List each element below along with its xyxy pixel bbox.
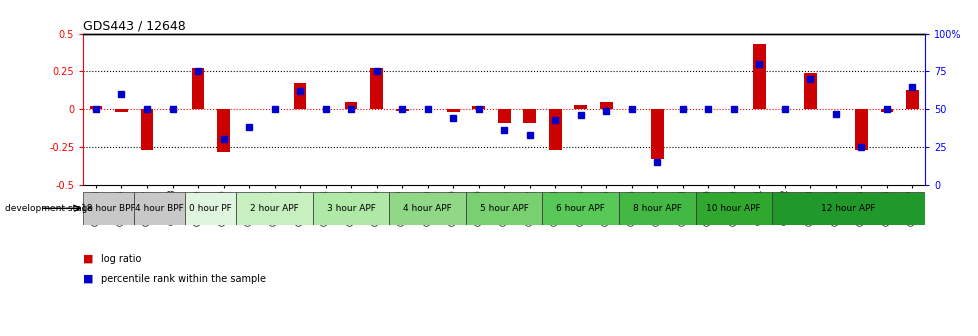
Bar: [471, 106, 484, 109]
Text: 4 hour BPF: 4 hour BPF: [135, 204, 184, 213]
Bar: [549, 109, 561, 150]
Bar: [905, 89, 917, 109]
Bar: [618, 192, 694, 225]
Bar: [370, 69, 382, 109]
Bar: [600, 101, 612, 109]
Bar: [879, 109, 892, 112]
Text: ■: ■: [83, 274, 94, 284]
Text: 2 hour APF: 2 hour APF: [250, 204, 298, 213]
Bar: [293, 83, 306, 109]
Bar: [141, 109, 154, 150]
Bar: [497, 109, 511, 123]
Text: 8 hour APF: 8 hour APF: [632, 204, 681, 213]
Bar: [83, 192, 134, 225]
Text: development stage: development stage: [5, 204, 93, 213]
Bar: [313, 192, 389, 225]
Bar: [185, 192, 236, 225]
Text: 10 hour APF: 10 hour APF: [706, 204, 760, 213]
Bar: [803, 73, 816, 109]
Text: GDS443 / 12648: GDS443 / 12648: [83, 19, 186, 33]
Text: 18 hour BPF: 18 hour BPF: [81, 204, 136, 213]
Text: percentile rank within the sample: percentile rank within the sample: [101, 274, 266, 284]
Bar: [466, 192, 542, 225]
Bar: [344, 101, 357, 109]
Bar: [192, 69, 204, 109]
Text: 6 hour APF: 6 hour APF: [556, 204, 604, 213]
Bar: [115, 109, 128, 112]
Text: ■: ■: [83, 254, 94, 264]
Bar: [395, 109, 408, 111]
Bar: [90, 106, 103, 109]
Bar: [134, 192, 185, 225]
Bar: [236, 192, 313, 225]
Bar: [772, 192, 924, 225]
Bar: [574, 105, 587, 109]
Text: 12 hour APF: 12 hour APF: [821, 204, 875, 213]
Bar: [389, 192, 466, 225]
Bar: [523, 109, 536, 123]
Bar: [217, 109, 230, 152]
Text: 5 hour APF: 5 hour APF: [479, 204, 528, 213]
Text: 0 hour PF: 0 hour PF: [189, 204, 232, 213]
Bar: [752, 44, 765, 109]
Text: 3 hour APF: 3 hour APF: [327, 204, 376, 213]
Bar: [446, 109, 459, 112]
Bar: [854, 109, 867, 150]
Bar: [650, 109, 663, 159]
Text: 4 hour APF: 4 hour APF: [403, 204, 452, 213]
Text: log ratio: log ratio: [101, 254, 141, 264]
Bar: [694, 192, 772, 225]
Bar: [542, 192, 618, 225]
